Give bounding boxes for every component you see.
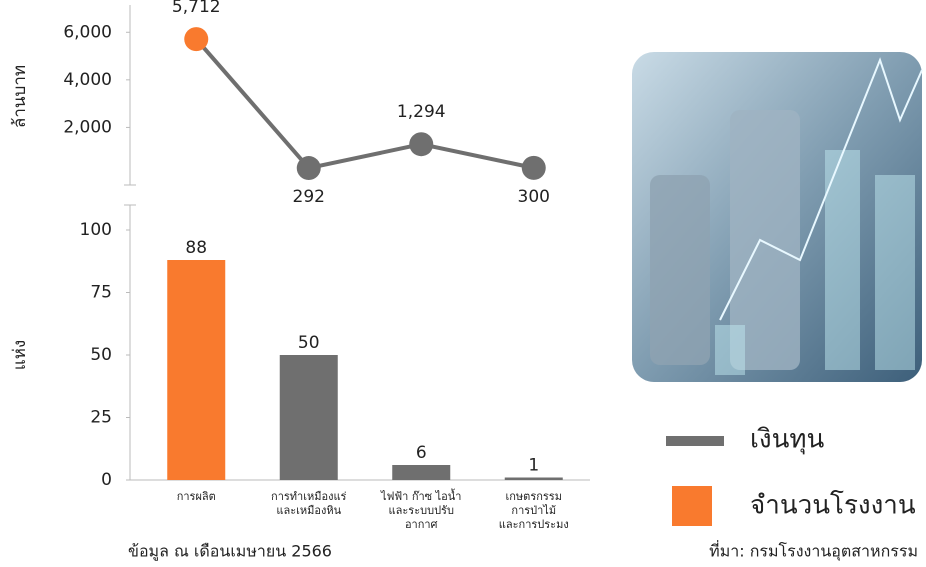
bar <box>279 355 338 480</box>
x-tick-label: และระบบปรับ <box>389 504 454 517</box>
y-tick-label: 100 <box>80 220 112 240</box>
y-tick-label: 75 <box>90 283 112 303</box>
date-note: ข้อมูล ณ เดือนเมษายน 2566 <box>128 542 332 562</box>
value-label: 1,294 <box>397 102 446 122</box>
point <box>521 155 546 180</box>
y-tick-label: 6,000 <box>63 22 112 42</box>
x-tick-label: การป่าไม้ <box>511 504 556 517</box>
y-tick-label: 50 <box>90 345 112 365</box>
y-tick-label: 25 <box>90 408 112 428</box>
x-tick-label: และเหมืองหิน <box>276 504 341 517</box>
value-label: 292 <box>293 187 325 207</box>
source-note: ที่มา: กรมโรงงานอุตสาหกรรม <box>709 540 918 562</box>
point <box>296 156 321 181</box>
bar <box>167 260 226 480</box>
point <box>409 132 434 157</box>
line <box>194 37 535 171</box>
x-tick-label: และการประมง <box>499 518 569 531</box>
y-tick-label: 4,000 <box>63 70 112 90</box>
value-label: 1 <box>528 456 539 476</box>
x-tick-label: การผลิต <box>177 490 216 503</box>
x-tick-label: เกษตรกรรม <box>506 490 562 503</box>
y-axis-label: ล้านบาท <box>10 65 30 128</box>
value-label: 88 <box>185 238 207 258</box>
y-axis-label: แห่ง <box>10 340 30 370</box>
y-tick-label: 2,000 <box>63 117 112 137</box>
value-label: 5,712 <box>172 0 221 17</box>
value-label: 6 <box>416 443 427 463</box>
x-tick-label: ไฟฟ้า ก๊าซ ไอน้ำ <box>380 488 461 503</box>
photo <box>632 52 923 382</box>
bar <box>504 477 563 480</box>
legend-label: เงินทุน <box>750 425 824 455</box>
legend-swatch <box>666 436 724 446</box>
x-tick-label: อากาศ <box>405 518 438 531</box>
legend-label: จำนวนโรงงาน <box>750 490 916 521</box>
legend-swatch <box>672 486 712 526</box>
y-tick-label: 0 <box>101 470 112 490</box>
value-label: 50 <box>298 333 320 353</box>
point <box>184 27 209 52</box>
x-tick-label: การทำเหมืองแร่ <box>271 490 347 503</box>
bar <box>392 465 451 480</box>
value-label: 300 <box>518 187 550 207</box>
